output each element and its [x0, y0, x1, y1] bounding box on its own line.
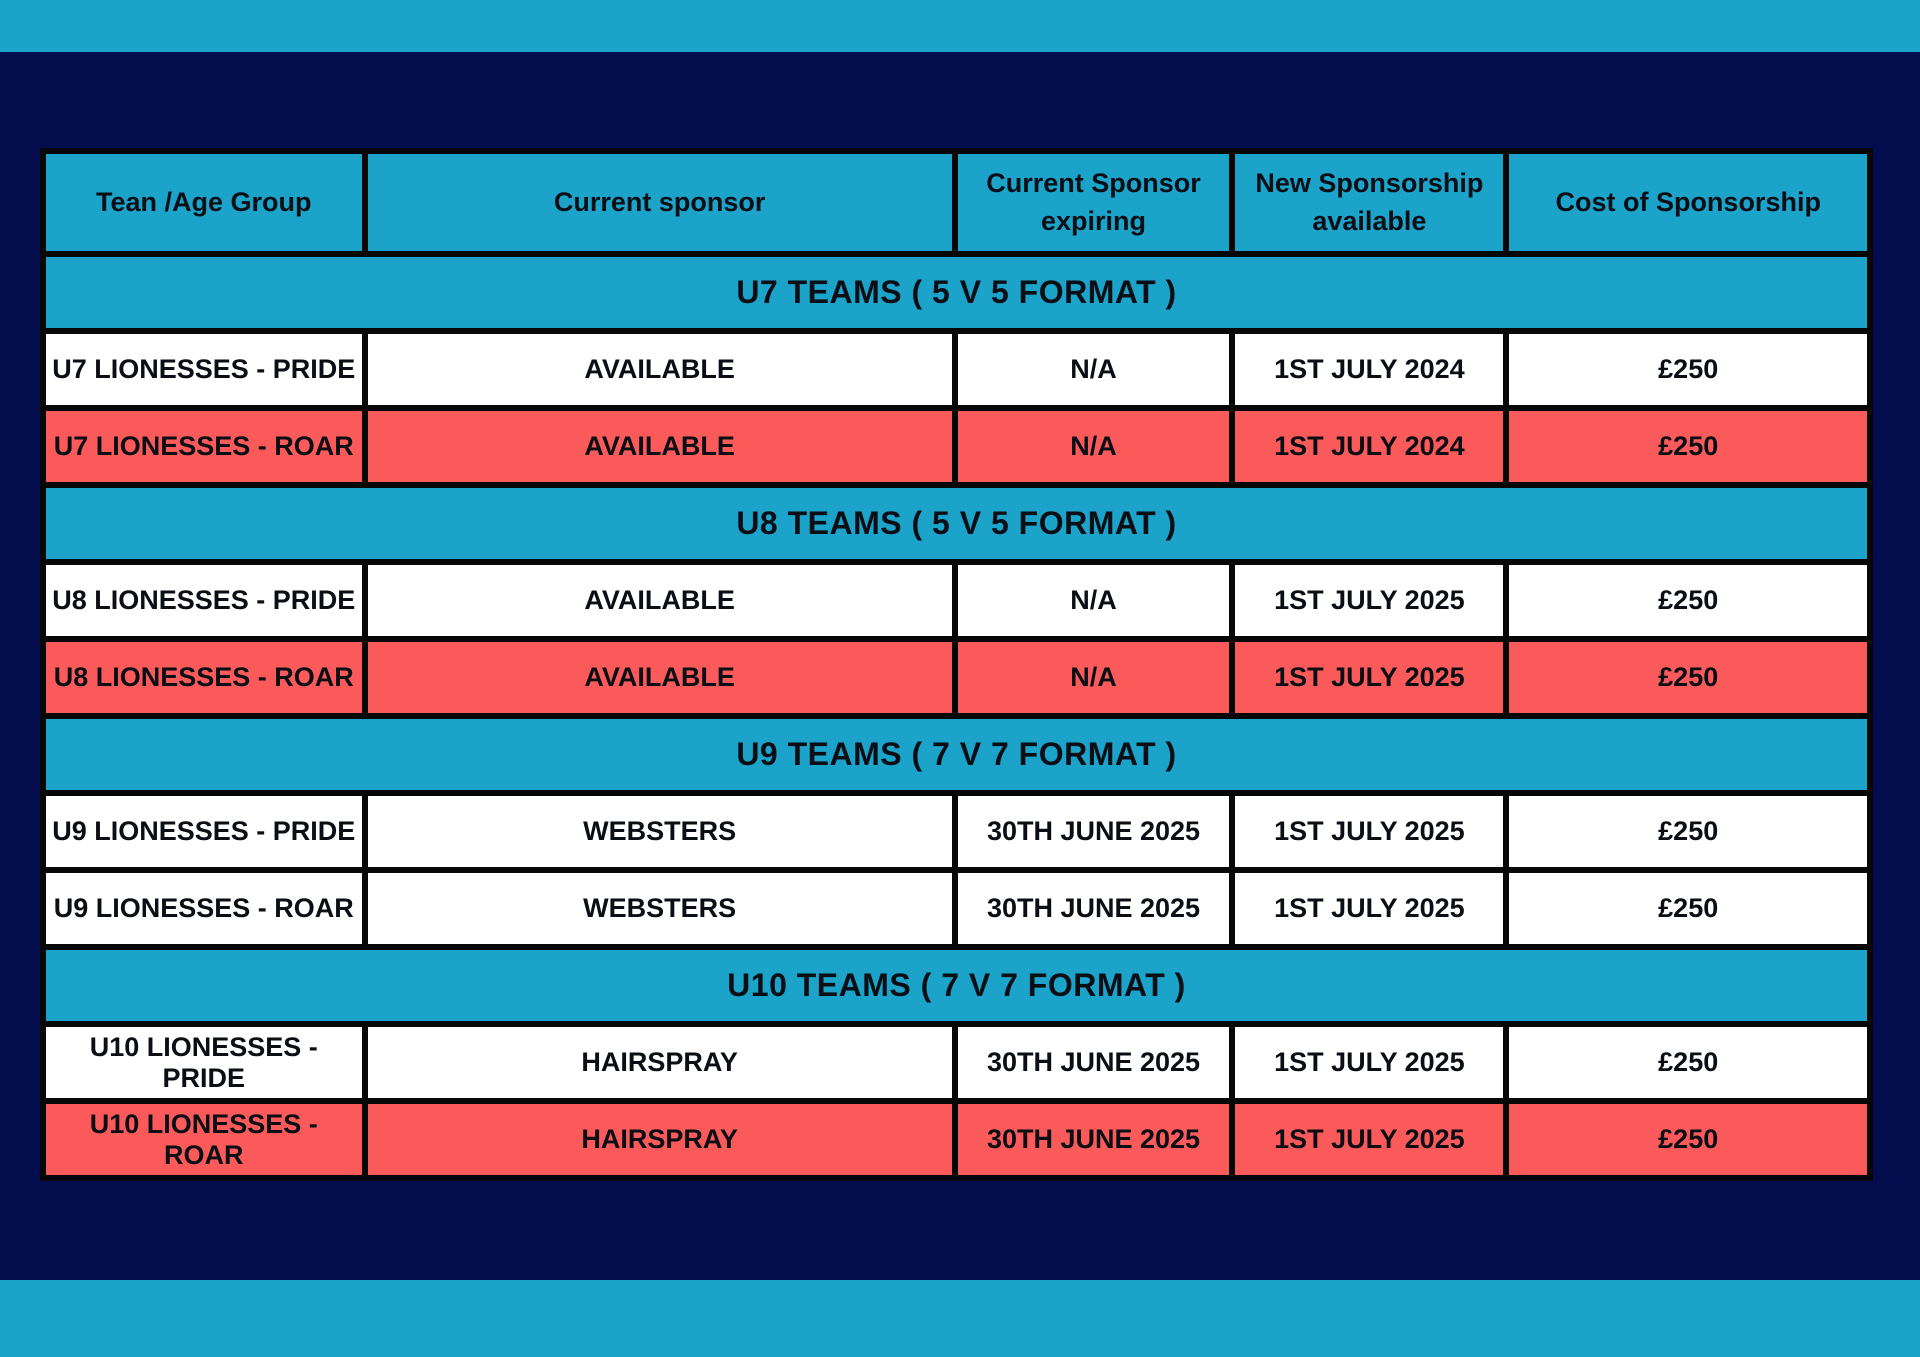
cost-cell: £250: [1503, 559, 1873, 642]
new-sponsorship-cell: 1ST JULY 2025: [1229, 867, 1510, 950]
table-row-u9-pride: U9 LIONESSES - PRIDE WEBSTERS 30TH JUNE …: [40, 790, 1873, 873]
section-row-u9: U9 TEAMS ( 7 V 7 FORMAT ): [40, 713, 1873, 796]
sponsor-cell: AVAILABLE: [361, 636, 958, 719]
cost-cell: £250: [1503, 636, 1873, 719]
sponsor-cell: AVAILABLE: [361, 559, 958, 642]
section-title-u9: U9 TEAMS ( 7 V 7 FORMAT ): [40, 713, 1873, 796]
sponsor-cell: AVAILABLE: [361, 405, 958, 488]
section-row-u10: U10 TEAMS ( 7 V 7 FORMAT ): [40, 944, 1873, 1027]
table-row-u7-pride: U7 LIONESSES - PRIDE AVAILABLE N/A 1ST J…: [40, 328, 1873, 411]
team-cell: U9 LIONESSES - ROAR: [40, 867, 368, 950]
new-sponsorship-cell: 1ST JULY 2025: [1229, 636, 1510, 719]
team-cell: U10 LIONESSES - PRIDE: [40, 1021, 368, 1104]
expiring-cell: 30TH JUNE 2025: [951, 1021, 1236, 1104]
section-title-u8: U8 TEAMS ( 5 V 5 FORMAT ): [40, 482, 1873, 565]
cost-cell: £250: [1503, 867, 1873, 950]
expiring-cell: 30TH JUNE 2025: [951, 867, 1236, 950]
sponsorship-table: Tean /Age Group Current sponsor Current …: [40, 148, 1873, 1181]
team-cell: U7 LIONESSES - ROAR: [40, 405, 368, 488]
table-row-u10-pride: U10 LIONESSES - PRIDE HAIRSPRAY 30TH JUN…: [40, 1021, 1873, 1104]
section-row-u7: U7 TEAMS ( 5 V 5 FORMAT ): [40, 251, 1873, 334]
column-header-current-sponsor: Current sponsor: [361, 148, 958, 257]
table-row-u7-roar: U7 LIONESSES - ROAR AVAILABLE N/A 1ST JU…: [40, 405, 1873, 488]
cost-cell: £250: [1503, 790, 1873, 873]
table-row-u8-pride: U8 LIONESSES - PRIDE AVAILABLE N/A 1ST J…: [40, 559, 1873, 642]
column-header-team-age-group: Tean /Age Group: [40, 148, 368, 257]
table-row-u9-roar: U9 LIONESSES - ROAR WEBSTERS 30TH JUNE 2…: [40, 867, 1873, 950]
team-cell: U8 LIONESSES - PRIDE: [40, 559, 368, 642]
team-cell: U9 LIONESSES - PRIDE: [40, 790, 368, 873]
top-accent-bar: [0, 0, 1920, 52]
section-row-u8: U8 TEAMS ( 5 V 5 FORMAT ): [40, 482, 1873, 565]
column-header-sponsor-expiring: Current Sponsor expiring: [951, 148, 1236, 257]
team-cell: U10 LIONESSES - ROAR: [40, 1098, 368, 1181]
column-header-new-sponsorship: New Sponsorship available: [1229, 148, 1510, 257]
team-cell: U7 LIONESSES - PRIDE: [40, 328, 368, 411]
new-sponsorship-cell: 1ST JULY 2025: [1229, 1098, 1510, 1181]
cost-cell: £250: [1503, 405, 1873, 488]
section-title-u7: U7 TEAMS ( 5 V 5 FORMAT ): [40, 251, 1873, 334]
new-sponsorship-cell: 1ST JULY 2025: [1229, 1021, 1510, 1104]
sponsor-cell: AVAILABLE: [361, 328, 958, 411]
header-row: Tean /Age Group Current sponsor Current …: [40, 148, 1873, 257]
column-header-cost: Cost of Sponsorship: [1503, 148, 1873, 257]
expiring-cell: 30TH JUNE 2025: [951, 1098, 1236, 1181]
sponsor-cell: HAIRSPRAY: [361, 1098, 958, 1181]
bottom-accent-bar: [0, 1280, 1920, 1357]
expiring-cell: N/A: [951, 559, 1236, 642]
sponsor-cell: WEBSTERS: [361, 867, 958, 950]
cost-cell: £250: [1503, 328, 1873, 411]
expiring-cell: N/A: [951, 328, 1236, 411]
expiring-cell: 30TH JUNE 2025: [951, 790, 1236, 873]
table-row-u10-roar: U10 LIONESSES - ROAR HAIRSPRAY 30TH JUNE…: [40, 1098, 1873, 1181]
sponsor-cell: WEBSTERS: [361, 790, 958, 873]
expiring-cell: N/A: [951, 636, 1236, 719]
team-cell: U8 LIONESSES - ROAR: [40, 636, 368, 719]
new-sponsorship-cell: 1ST JULY 2024: [1229, 405, 1510, 488]
sponsorship-table-container: Tean /Age Group Current sponsor Current …: [40, 148, 1873, 1181]
expiring-cell: N/A: [951, 405, 1236, 488]
sponsor-cell: HAIRSPRAY: [361, 1021, 958, 1104]
new-sponsorship-cell: 1ST JULY 2024: [1229, 328, 1510, 411]
new-sponsorship-cell: 1ST JULY 2025: [1229, 790, 1510, 873]
table-row-u8-roar: U8 LIONESSES - ROAR AVAILABLE N/A 1ST JU…: [40, 636, 1873, 719]
cost-cell: £250: [1503, 1021, 1873, 1104]
new-sponsorship-cell: 1ST JULY 2025: [1229, 559, 1510, 642]
section-title-u10: U10 TEAMS ( 7 V 7 FORMAT ): [40, 944, 1873, 1027]
cost-cell: £250: [1503, 1098, 1873, 1181]
